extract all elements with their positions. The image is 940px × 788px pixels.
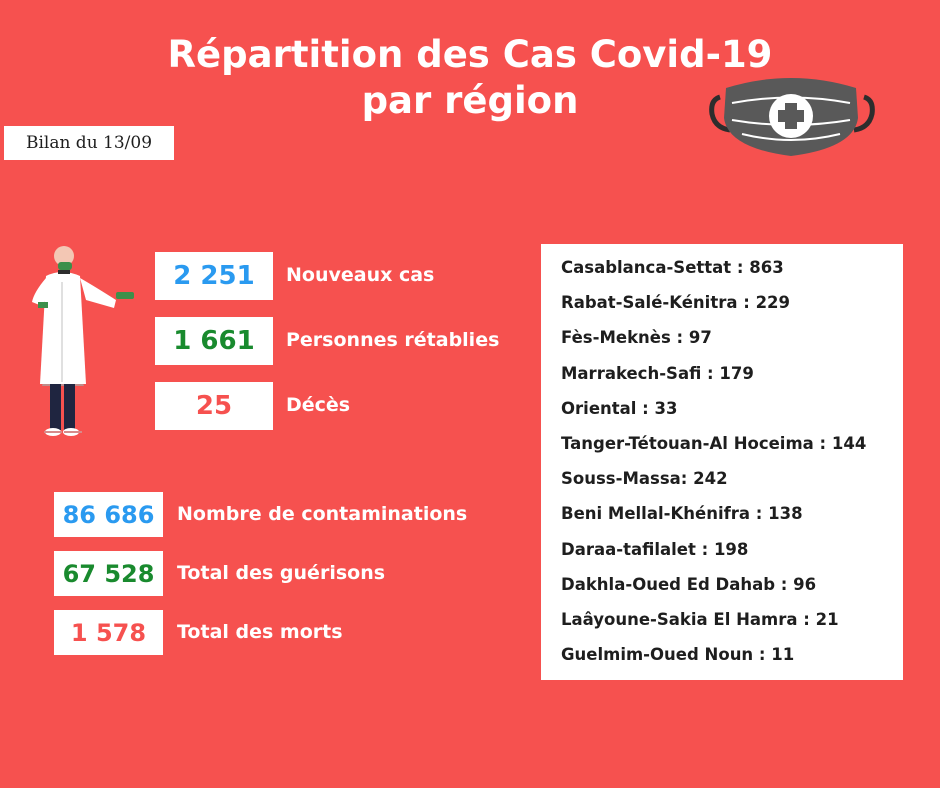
new-cases-label: Nouveaux cas <box>286 264 435 286</box>
deaths-value: 25 <box>155 382 273 430</box>
face-mask-icon <box>709 78 875 156</box>
deaths-label: Décès <box>286 394 351 416</box>
total-contaminations-value: 86 686 <box>54 492 163 537</box>
region-item: Beni Mellal-Khénifra : 138 <box>561 504 803 524</box>
region-item: Marrakech-Safi : 179 <box>561 363 754 383</box>
total-deaths-label: Total des morts <box>177 621 343 643</box>
total-contaminations-label: Nombre de contaminations <box>177 503 468 525</box>
page-title-line-2: par région <box>361 79 579 122</box>
region-item: Laâyoune-Sakia El Hamra : 21 <box>561 609 839 629</box>
recovered-label: Personnes rétablies <box>286 329 500 351</box>
region-list: Casablanca-Settat : 863 Rabat-Salé-Kénit… <box>561 256 866 678</box>
region-item: Oriental : 33 <box>561 398 678 418</box>
region-item: Guelmim-Oued Noun : 11 <box>561 645 795 665</box>
total-recoveries-value: 67 528 <box>54 551 163 596</box>
region-item: Tanger-Tétouan-Al Hoceima : 144 <box>561 433 867 453</box>
region-item: Casablanca-Settat : 863 <box>561 258 784 277</box>
region-item: Rabat-Salé-Kénitra : 229 <box>561 293 791 313</box>
doctor-illustration <box>32 246 134 436</box>
new-cases-value: 2 251 <box>155 252 273 300</box>
page-title-line-1: Répartition des Cas Covid-19 <box>167 33 773 76</box>
date-badge: Bilan du 13/09 <box>4 126 174 160</box>
recovered-value: 1 661 <box>155 317 273 365</box>
total-deaths-value: 1 578 <box>54 610 163 655</box>
region-item: Fès-Meknès : 97 <box>561 328 712 348</box>
region-panel: Casablanca-Settat : 863 Rabat-Salé-Kénit… <box>541 244 903 680</box>
region-item: Dakhla-Oued Ed Dahab : 96 <box>561 574 817 594</box>
total-recoveries-label: Total des guérisons <box>177 562 386 584</box>
region-item: Daraa-tafilalet : 198 <box>561 539 749 559</box>
region-item: Souss-Massa: 242 <box>561 469 728 489</box>
